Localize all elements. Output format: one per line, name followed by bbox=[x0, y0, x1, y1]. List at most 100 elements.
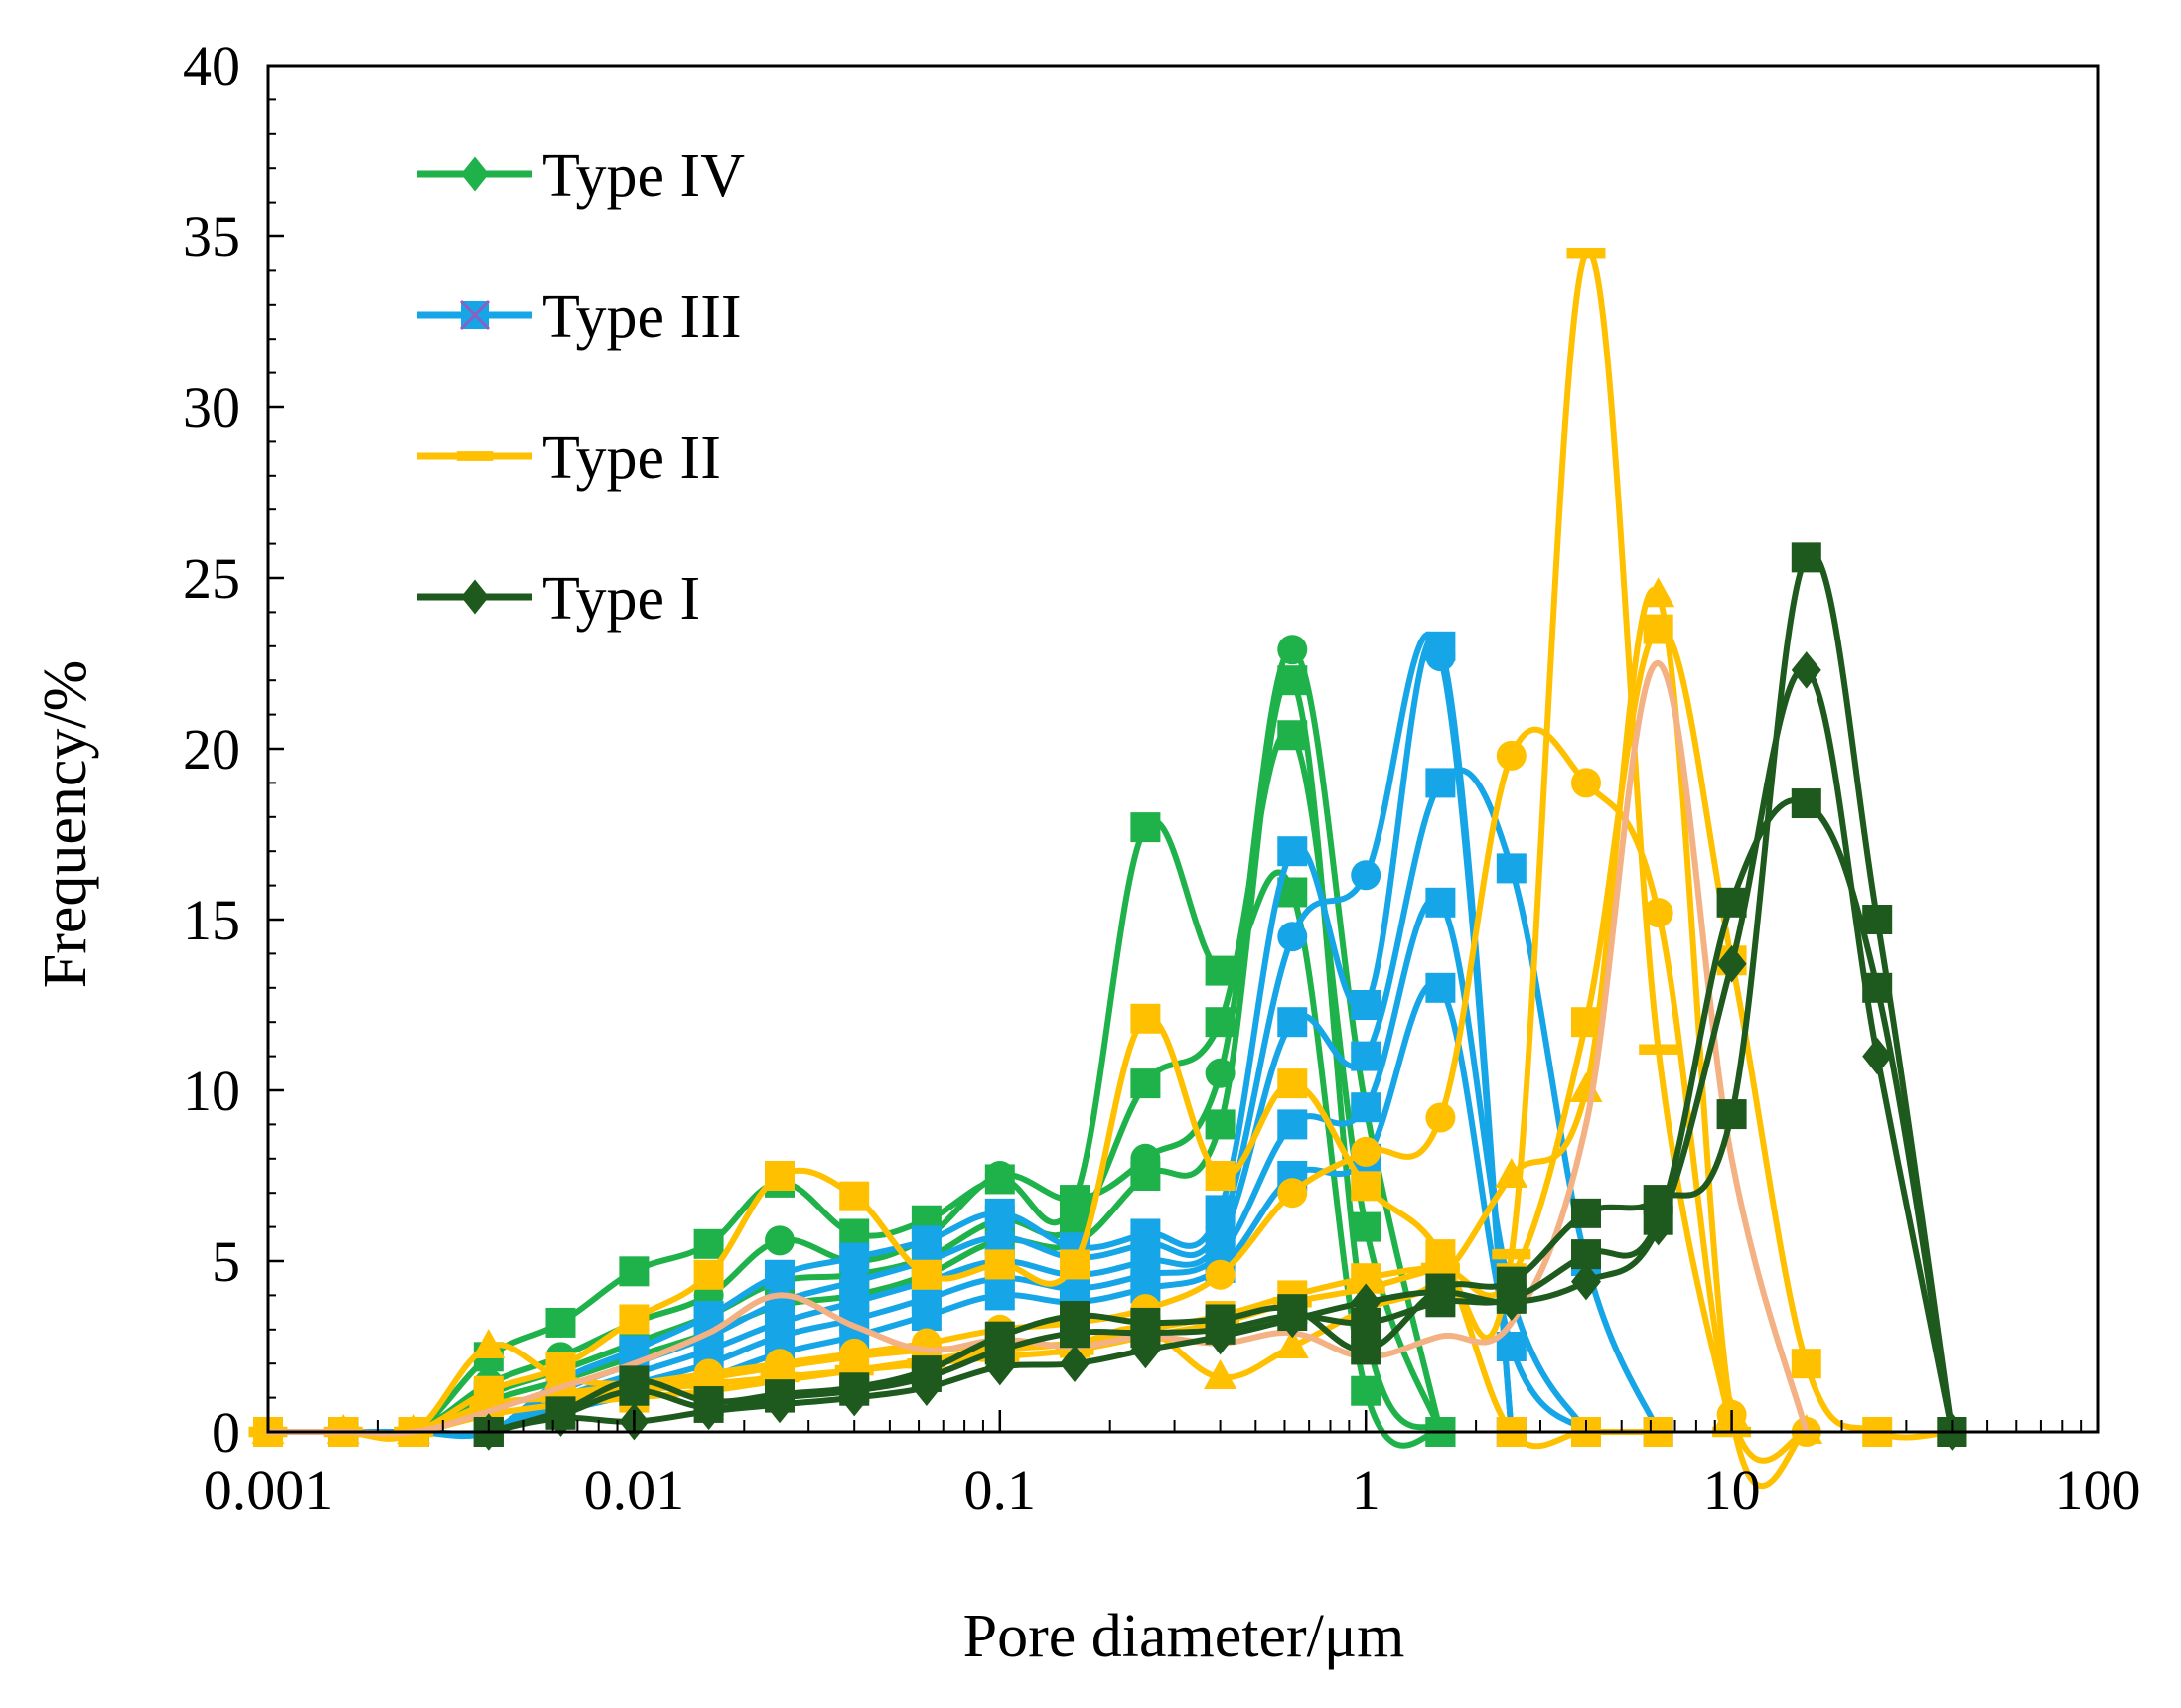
series-14 bbox=[253, 614, 1967, 1447]
x-tick-label: 0.01 bbox=[584, 1458, 685, 1522]
data-point bbox=[1205, 1314, 1236, 1345]
data-point bbox=[1351, 1307, 1381, 1338]
data-point bbox=[1130, 1068, 1161, 1099]
data-point bbox=[545, 1399, 576, 1430]
data-point bbox=[1205, 1109, 1236, 1140]
x-tick-label: 100 bbox=[2055, 1458, 2141, 1522]
data-point bbox=[1496, 740, 1527, 771]
data-point bbox=[911, 1259, 942, 1290]
data-point bbox=[1277, 922, 1308, 952]
data-point bbox=[1716, 1099, 1747, 1130]
data-point bbox=[1492, 1248, 1531, 1260]
data-point bbox=[1425, 887, 1456, 918]
data-point bbox=[1277, 1178, 1308, 1209]
x-axis-title: Pore diameter/μm bbox=[963, 1603, 1405, 1670]
data-point bbox=[1862, 1037, 1893, 1075]
data-point bbox=[1277, 665, 1308, 696]
data-point bbox=[984, 1280, 1015, 1311]
data-point bbox=[543, 1358, 577, 1389]
y-tick-label: 10 bbox=[183, 1059, 240, 1123]
data-point bbox=[1639, 1044, 1678, 1055]
data-point bbox=[693, 1228, 724, 1259]
data-point bbox=[1351, 1335, 1381, 1365]
legend-marker bbox=[461, 156, 489, 192]
data-point bbox=[1643, 614, 1673, 644]
data-point bbox=[1791, 651, 1821, 689]
legend-marker bbox=[461, 579, 489, 615]
data-point bbox=[1351, 990, 1381, 1020]
y-tick-label: 5 bbox=[212, 1229, 240, 1294]
y-axis-title: Frequency/% bbox=[32, 660, 99, 989]
data-point bbox=[1205, 1259, 1236, 1290]
data-point bbox=[1277, 1068, 1308, 1099]
data-point bbox=[765, 1259, 796, 1290]
y-tick-label: 35 bbox=[183, 205, 240, 269]
data-point bbox=[1351, 1041, 1381, 1071]
data-point bbox=[619, 1304, 650, 1335]
data-point bbox=[1570, 1262, 1601, 1301]
legend-marker-cross bbox=[459, 299, 491, 331]
data-point bbox=[619, 1256, 650, 1287]
y-tick-label: 20 bbox=[183, 717, 240, 782]
y-tick-label: 15 bbox=[183, 888, 240, 952]
data-point bbox=[1059, 1185, 1090, 1215]
plot-frame bbox=[266, 64, 2100, 1434]
data-point bbox=[1277, 1007, 1308, 1038]
data-point bbox=[1570, 768, 1601, 798]
data-point bbox=[1862, 905, 1893, 934]
data-point bbox=[1275, 1329, 1309, 1358]
data-point bbox=[1643, 898, 1673, 928]
data-point bbox=[1204, 1358, 1237, 1389]
data-point bbox=[1351, 1171, 1381, 1202]
data-point bbox=[765, 1225, 796, 1256]
legend-item: Type I bbox=[417, 565, 700, 633]
data-point bbox=[1277, 1301, 1308, 1332]
legend-label: Type III bbox=[542, 283, 742, 351]
series-15 bbox=[265, 660, 1810, 1437]
series-layer bbox=[248, 247, 1967, 1489]
x-tick-label: 0.1 bbox=[964, 1458, 1037, 1522]
data-point bbox=[693, 1259, 724, 1290]
data-point bbox=[1059, 1345, 1090, 1382]
data-point bbox=[472, 1329, 506, 1358]
data-point bbox=[1425, 641, 1456, 672]
data-point bbox=[1566, 247, 1606, 259]
data-point bbox=[1862, 972, 1893, 1003]
series-line bbox=[265, 646, 1444, 1439]
data-point bbox=[1205, 1161, 1236, 1191]
data-point bbox=[1570, 1239, 1601, 1270]
data-point bbox=[1059, 1318, 1090, 1349]
legend-label: Type IV bbox=[542, 142, 745, 210]
data-point bbox=[1425, 1287, 1456, 1318]
data-point bbox=[911, 1361, 942, 1392]
data-point bbox=[1130, 1003, 1161, 1034]
data-point bbox=[1570, 1007, 1601, 1038]
data-point bbox=[765, 1161, 796, 1191]
data-point bbox=[1570, 1198, 1601, 1228]
data-point bbox=[1496, 1283, 1527, 1314]
y-tick-label: 25 bbox=[183, 546, 240, 611]
data-point bbox=[1351, 1375, 1381, 1406]
x-tick-label: 10 bbox=[1703, 1458, 1761, 1522]
x-tick-label: 1 bbox=[1352, 1458, 1381, 1522]
data-point bbox=[545, 1307, 576, 1338]
data-point bbox=[839, 1181, 870, 1211]
data-point bbox=[1351, 1092, 1381, 1123]
data-point bbox=[839, 1375, 870, 1406]
data-point bbox=[984, 1221, 1015, 1252]
axis-layer: 0 5 10 15 20 25 30 35 40 0.001 0.01 0.1 1 10 100 bbox=[183, 34, 2141, 1522]
data-point bbox=[1059, 1249, 1090, 1280]
data-point bbox=[619, 1375, 650, 1406]
legend-layer: Type IV Type III Type II Type I bbox=[417, 142, 745, 633]
data-point bbox=[1643, 1205, 1673, 1235]
legend-item: Type II bbox=[417, 424, 721, 492]
data-point bbox=[1496, 853, 1527, 884]
data-point bbox=[1791, 1349, 1821, 1379]
legend-label: Type II bbox=[542, 424, 721, 492]
data-point bbox=[1277, 1109, 1308, 1140]
data-point bbox=[984, 1161, 1015, 1191]
data-point bbox=[984, 1335, 1015, 1365]
data-point bbox=[1130, 1318, 1161, 1349]
data-point bbox=[1205, 1007, 1236, 1038]
